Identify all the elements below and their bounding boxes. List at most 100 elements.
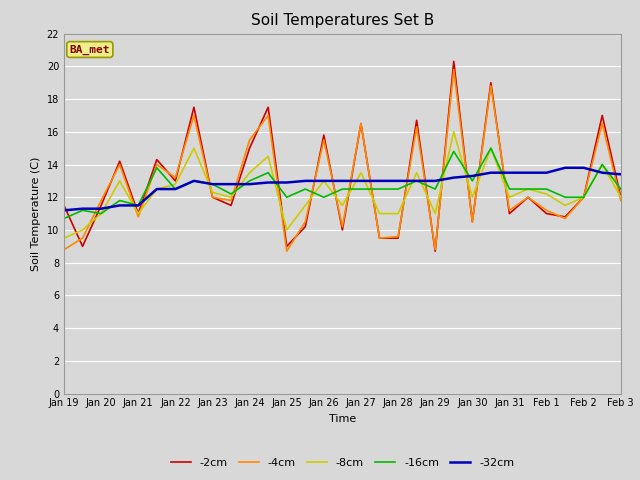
-2cm	[357, 120, 365, 126]
-2cm	[283, 243, 291, 249]
-4cm	[264, 112, 272, 118]
-2cm	[301, 224, 309, 229]
-2cm	[153, 156, 161, 162]
-8cm	[134, 211, 142, 216]
-4cm	[450, 67, 458, 72]
-2cm	[450, 59, 458, 64]
-32cm	[543, 170, 550, 176]
-4cm	[394, 234, 402, 240]
-32cm	[209, 181, 216, 187]
-4cm	[524, 194, 532, 200]
-4cm	[376, 235, 383, 241]
-2cm	[79, 243, 86, 249]
-32cm	[190, 178, 198, 184]
-8cm	[264, 154, 272, 159]
-8cm	[506, 194, 513, 200]
-16cm	[431, 186, 439, 192]
-8cm	[468, 194, 476, 200]
-4cm	[209, 194, 216, 200]
-16cm	[190, 178, 198, 184]
-8cm	[598, 162, 606, 168]
-8cm	[394, 211, 402, 216]
-16cm	[97, 211, 105, 216]
-32cm	[357, 178, 365, 184]
-8cm	[190, 145, 198, 151]
-4cm	[283, 248, 291, 254]
-8cm	[376, 211, 383, 216]
-16cm	[320, 194, 328, 200]
-8cm	[561, 203, 569, 208]
-32cm	[413, 178, 420, 184]
-2cm	[190, 104, 198, 110]
-8cm	[320, 178, 328, 184]
-4cm	[357, 120, 365, 126]
-32cm	[172, 186, 179, 192]
-2cm	[376, 235, 383, 241]
-2cm	[134, 211, 142, 216]
-4cm	[172, 175, 179, 180]
-4cm	[506, 207, 513, 213]
-4cm	[413, 124, 420, 130]
-32cm	[153, 186, 161, 192]
-2cm	[431, 248, 439, 254]
-2cm	[598, 112, 606, 118]
-8cm	[580, 194, 588, 200]
-32cm	[134, 203, 142, 208]
-2cm	[487, 80, 495, 85]
-32cm	[60, 207, 68, 213]
-32cm	[617, 171, 625, 177]
-8cm	[79, 227, 86, 233]
X-axis label: Time: Time	[329, 414, 356, 424]
Text: BA_met: BA_met	[70, 44, 110, 55]
-32cm	[79, 206, 86, 212]
-8cm	[431, 211, 439, 216]
-32cm	[320, 178, 328, 184]
-4cm	[617, 198, 625, 204]
Title: Soil Temperatures Set B: Soil Temperatures Set B	[251, 13, 434, 28]
-32cm	[227, 181, 235, 187]
-8cm	[153, 186, 161, 192]
-4cm	[190, 112, 198, 118]
-2cm	[97, 203, 105, 208]
-16cm	[246, 178, 253, 184]
-2cm	[209, 194, 216, 200]
-8cm	[524, 186, 532, 192]
-2cm	[60, 203, 68, 208]
-32cm	[487, 170, 495, 176]
-32cm	[506, 170, 513, 176]
-16cm	[339, 186, 346, 192]
-8cm	[339, 203, 346, 208]
-32cm	[97, 206, 105, 212]
Line: -16cm: -16cm	[64, 148, 621, 218]
Line: -32cm: -32cm	[64, 168, 621, 210]
-8cm	[301, 203, 309, 208]
-16cm	[376, 186, 383, 192]
-4cm	[134, 214, 142, 220]
-32cm	[301, 178, 309, 184]
-4cm	[320, 137, 328, 143]
-8cm	[116, 178, 124, 184]
-16cm	[134, 203, 142, 208]
-2cm	[172, 178, 179, 184]
-4cm	[301, 219, 309, 225]
-16cm	[468, 178, 476, 184]
-8cm	[60, 235, 68, 241]
-4cm	[431, 247, 439, 252]
-32cm	[246, 181, 253, 187]
-4cm	[598, 120, 606, 126]
-4cm	[339, 224, 346, 229]
-2cm	[116, 158, 124, 164]
-2cm	[264, 104, 272, 110]
-8cm	[413, 170, 420, 176]
-8cm	[543, 191, 550, 197]
-8cm	[246, 170, 253, 176]
-16cm	[60, 216, 68, 221]
-2cm	[617, 194, 625, 200]
-8cm	[617, 194, 625, 200]
-2cm	[227, 203, 235, 208]
Line: -4cm: -4cm	[64, 70, 621, 251]
-16cm	[116, 198, 124, 204]
-8cm	[487, 145, 495, 151]
-4cm	[227, 198, 235, 204]
-2cm	[580, 194, 588, 200]
